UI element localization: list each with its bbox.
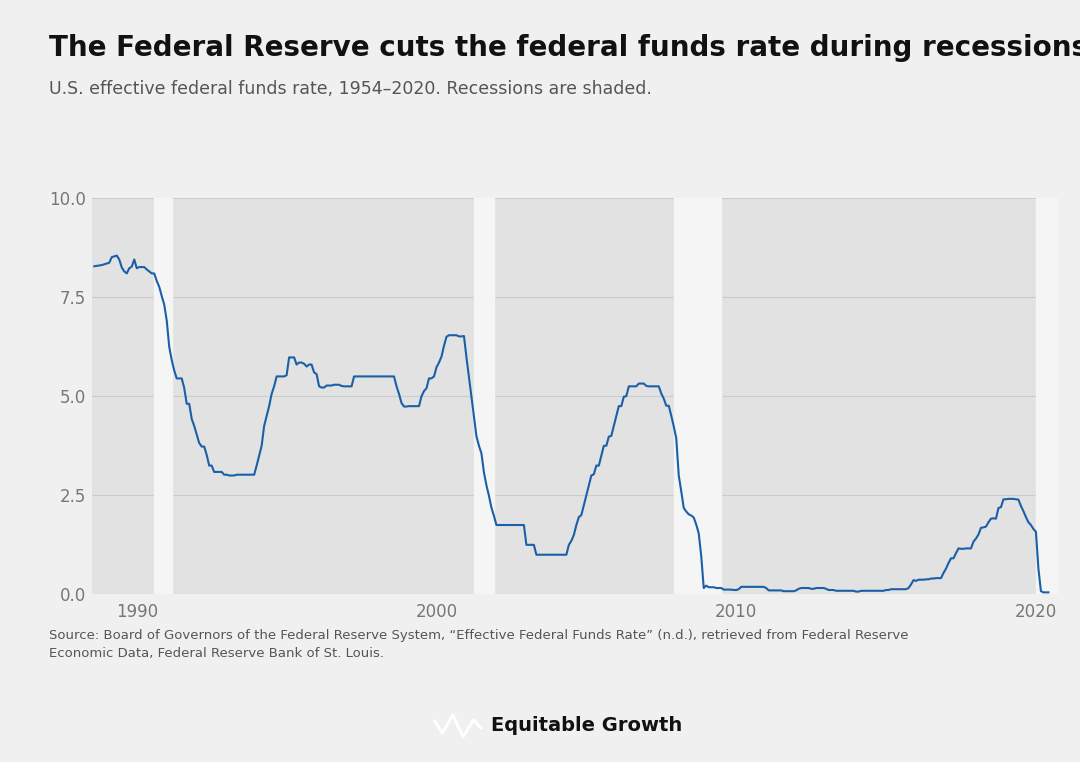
Bar — [474, 198, 494, 594]
Text: U.S. effective federal funds rate, 1954–2020. Recessions are shaded.: U.S. effective federal funds rate, 1954–… — [49, 80, 651, 98]
Bar — [674, 198, 721, 594]
Bar — [1036, 198, 1058, 594]
Bar — [154, 198, 172, 594]
Text: The Federal Reserve cuts the federal funds rate during recessions: The Federal Reserve cuts the federal fun… — [49, 34, 1080, 62]
Text: Equitable Growth: Equitable Growth — [491, 716, 683, 735]
Text: Source: Board of Governors of the Federal Reserve System, “Effective Federal Fun: Source: Board of Governors of the Federa… — [49, 629, 908, 660]
